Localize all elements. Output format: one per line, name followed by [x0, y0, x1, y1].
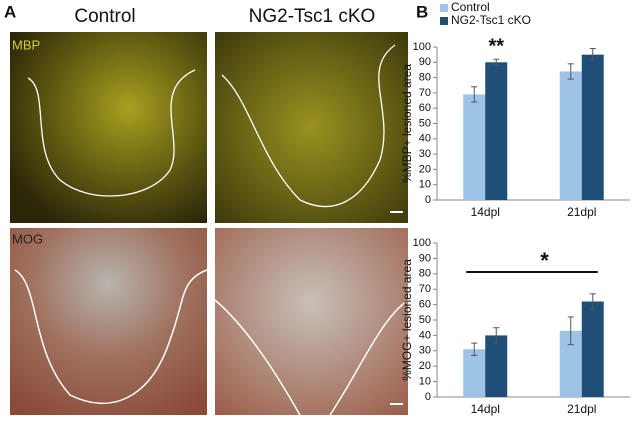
y-tick-label: 0	[425, 391, 431, 403]
panel-label: B	[416, 2, 428, 21]
micrograph	[215, 32, 408, 223]
micrograph	[10, 228, 207, 415]
lesion-outline	[14, 269, 208, 404]
bar	[559, 71, 582, 200]
significance: *	[540, 248, 549, 273]
y-tick-label: 60	[419, 102, 431, 114]
lesion-outline	[221, 44, 396, 208]
micrograph	[10, 32, 207, 223]
legend-swatch	[440, 4, 448, 12]
y-tick-label: 20	[419, 163, 431, 175]
legend-label: NG2-Tsc1 cKO	[451, 13, 531, 27]
y-tick-label: 90	[419, 252, 431, 264]
x-tick-label: 14dpl	[471, 205, 500, 219]
y-tick-label: 20	[419, 360, 431, 372]
y-tick-label: 50	[419, 314, 431, 326]
column-title: Control	[74, 6, 135, 27]
lesion-outline	[27, 69, 196, 197]
y-tick-label: 80	[419, 72, 431, 84]
y-tick-label: 0	[425, 194, 431, 206]
x-tick-label: 21dpl	[567, 205, 596, 219]
y-tick-label: 70	[419, 87, 431, 99]
y-tick-label: 60	[419, 299, 431, 311]
bar	[463, 94, 486, 200]
micrograph	[215, 228, 408, 415]
y-tick-label: 100	[413, 41, 431, 53]
x-tick-label: 14dpl	[471, 402, 500, 416]
lesion-outline	[214, 299, 409, 416]
bar	[485, 335, 508, 397]
bar	[581, 301, 604, 397]
y-tick-label: 10	[419, 179, 431, 191]
column-title: NG2-Tsc1 cKO	[249, 6, 376, 27]
bar	[463, 349, 486, 397]
x-tick-label: 21dpl	[567, 402, 596, 416]
bar	[559, 330, 582, 397]
stain-label: MOG	[12, 231, 43, 246]
y-tick-label: 30	[419, 148, 431, 160]
legend-label: Control	[451, 0, 490, 14]
y-tick-label: 10	[419, 376, 431, 388]
y-tick-label: 70	[419, 283, 431, 295]
y-tick-label: 80	[419, 268, 431, 280]
y-axis-label: %MBP+ lesioned area	[400, 64, 414, 183]
y-tick-label: 90	[419, 56, 431, 68]
y-tick-label: 30	[419, 345, 431, 357]
panel-label: A	[4, 2, 16, 21]
y-axis-label: %MOG+ lesioned area	[400, 259, 414, 381]
legend-swatch	[440, 17, 448, 25]
significance: **	[488, 36, 504, 58]
y-tick-label: 40	[419, 133, 431, 145]
y-tick-label: 50	[419, 117, 431, 129]
stain-label: MBP	[12, 37, 40, 52]
bar	[581, 54, 604, 201]
y-tick-label: 40	[419, 329, 431, 341]
y-tick-label: 100	[413, 237, 431, 249]
bar	[485, 62, 508, 200]
